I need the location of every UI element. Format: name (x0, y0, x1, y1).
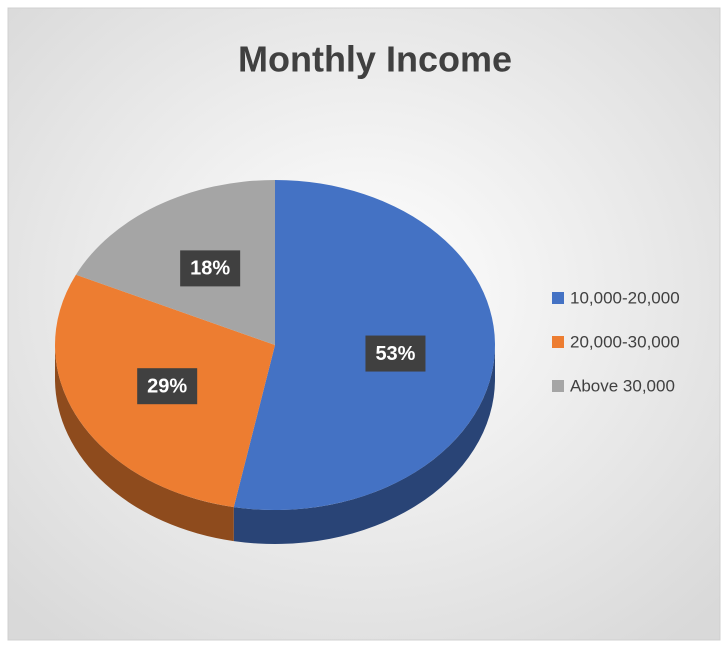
pie-slice (75, 180, 275, 345)
data-label: 53% (375, 343, 415, 365)
pie-slice-side (233, 345, 495, 544)
pie-slice-side (55, 345, 234, 542)
legend-swatch (552, 336, 564, 348)
data-label-box (180, 250, 241, 287)
chart-title: Monthly Income (238, 39, 512, 80)
data-label: 29% (147, 375, 187, 397)
legend-swatch (552, 380, 564, 392)
data-label-box (365, 335, 426, 372)
pie-slice (233, 180, 496, 510)
legend-label: Above 30,000 (570, 376, 675, 395)
data-label-box (137, 368, 198, 405)
legend-label: 10,000-20,000 (570, 288, 680, 307)
legend-swatch (552, 292, 564, 304)
legend-label: 20,000-30,000 (570, 332, 680, 351)
data-label: 18% (190, 258, 230, 280)
